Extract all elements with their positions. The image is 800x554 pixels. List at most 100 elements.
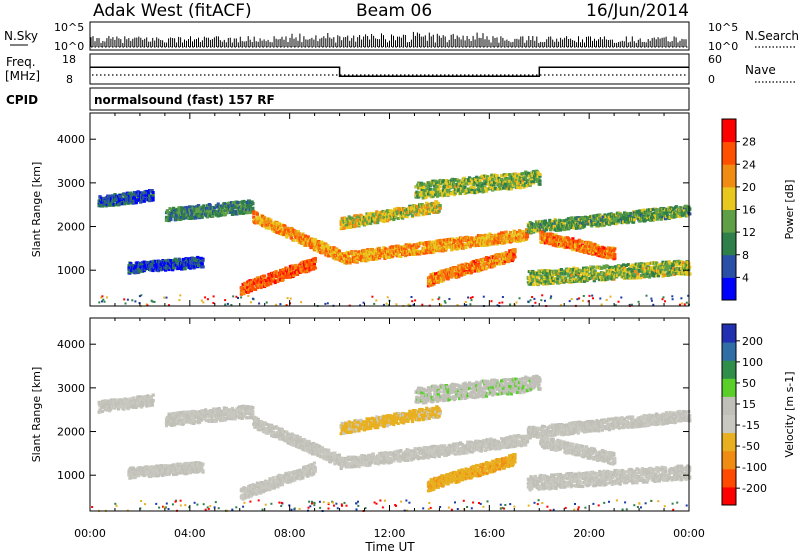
echo-cell xyxy=(369,254,374,258)
echo-cell xyxy=(480,268,484,272)
echo-cell xyxy=(442,276,446,280)
echo-cell xyxy=(471,267,475,270)
echo-cell xyxy=(434,193,438,197)
echo-cell xyxy=(521,237,525,240)
echo-cell xyxy=(311,261,315,265)
echo-cell xyxy=(424,196,428,200)
echo-cell xyxy=(270,227,275,231)
echo-cell xyxy=(338,252,342,256)
echo-cell xyxy=(116,201,120,205)
echo-cell xyxy=(283,226,287,230)
echo-cell xyxy=(323,246,327,250)
echo-cell xyxy=(514,231,518,235)
echo-cell xyxy=(460,190,464,193)
echo-cell xyxy=(460,263,464,267)
echo-cell xyxy=(489,239,493,243)
echo-cell xyxy=(280,223,284,227)
echo-cell xyxy=(191,216,195,220)
echo-cell xyxy=(343,254,347,258)
echo-cell xyxy=(246,204,250,208)
echo-cell xyxy=(259,222,263,226)
echo-cell xyxy=(343,226,347,230)
echo-cell xyxy=(201,259,205,263)
echo-cell xyxy=(430,248,434,252)
echo-cell xyxy=(459,268,464,272)
echo-cell xyxy=(429,181,433,185)
echo-cell xyxy=(254,283,259,287)
echo-cell xyxy=(119,196,123,200)
echo-cell xyxy=(176,207,180,211)
echo-cell xyxy=(194,215,198,219)
echo-cell xyxy=(285,233,289,237)
echo-cell xyxy=(500,238,505,242)
echo-cell xyxy=(424,209,428,213)
echo-cell xyxy=(482,265,486,269)
echo-cell xyxy=(177,206,181,210)
echo-cell xyxy=(381,209,385,213)
echo-cell xyxy=(422,184,426,188)
echo-cell xyxy=(171,209,175,213)
echo-cell xyxy=(479,260,483,264)
echo-cell xyxy=(137,264,141,268)
echo-cell xyxy=(312,267,316,271)
echo-cell xyxy=(453,240,457,243)
echo-cell xyxy=(274,269,278,273)
power-echoes xyxy=(97,169,692,308)
echo-cell xyxy=(459,191,463,195)
echo-cell xyxy=(422,246,426,250)
echo-cell xyxy=(477,259,481,263)
echo-cell xyxy=(164,259,169,263)
echo-cell xyxy=(353,253,357,257)
echo-cell xyxy=(452,272,456,276)
echo-cell xyxy=(270,274,275,277)
cpid-label: CPID xyxy=(6,93,38,107)
echo-cell xyxy=(366,217,370,221)
echo-cell xyxy=(246,211,250,215)
echo-cell xyxy=(221,213,225,217)
echo-cell xyxy=(442,240,446,244)
nsky-panel: N.Sky 10^5 10^0 10^5 10^0 N.Search xyxy=(4,21,799,53)
echo-cell xyxy=(142,197,146,201)
echo-cell xyxy=(410,250,414,254)
echo-cell xyxy=(136,261,140,265)
echo-cell xyxy=(460,265,464,268)
echo-cell xyxy=(427,280,431,284)
echo-cell xyxy=(420,193,424,197)
echo-cell xyxy=(496,240,500,244)
nsky-trace xyxy=(90,31,688,48)
echo-cell xyxy=(525,235,530,239)
echo-cell xyxy=(465,235,469,239)
echo-cell xyxy=(325,247,329,251)
echo-cell xyxy=(219,209,223,213)
echo-cell xyxy=(250,288,254,292)
echo-cell xyxy=(465,179,469,183)
echo-cell xyxy=(137,192,141,196)
echo-cell xyxy=(164,266,169,270)
echo-cell xyxy=(282,232,286,236)
echo-cell xyxy=(180,213,184,217)
echo-cell xyxy=(266,283,270,287)
echo-cell xyxy=(450,192,454,195)
echo-cell xyxy=(184,215,188,219)
echo-cell xyxy=(140,269,144,273)
echo-cell xyxy=(260,280,264,284)
echo-cell xyxy=(417,213,421,217)
echo-cell xyxy=(372,215,376,219)
echo-cell xyxy=(396,244,400,248)
nave-tick-top: 60 xyxy=(708,53,722,66)
echo-cell xyxy=(230,213,234,216)
echo-cell xyxy=(474,269,478,273)
echo-cell xyxy=(353,260,357,264)
echo-cell xyxy=(274,279,278,283)
echo-cell xyxy=(177,218,181,221)
echo-cell xyxy=(481,261,485,265)
echo-cell xyxy=(383,215,387,219)
echo-cell xyxy=(442,188,446,192)
echo-cell xyxy=(333,251,337,254)
echo-cell xyxy=(438,178,442,182)
echo-cell xyxy=(427,245,431,249)
echo-cell xyxy=(239,205,243,208)
echo-cell xyxy=(267,276,271,280)
echo-cell xyxy=(349,225,353,229)
nsearch-label: N.Search xyxy=(745,29,799,43)
